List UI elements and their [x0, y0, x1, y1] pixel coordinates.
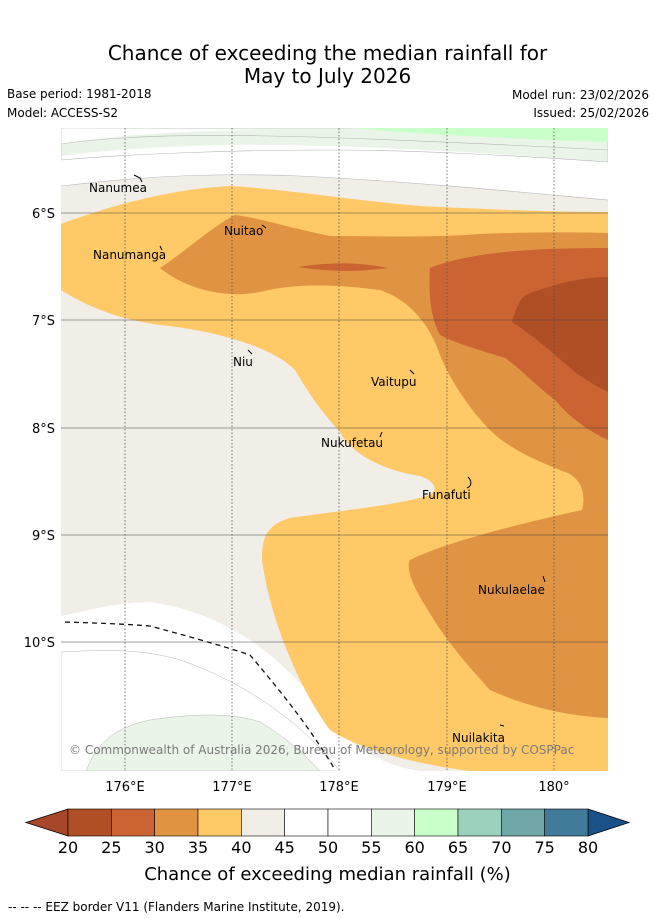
lon-label: 178°E [319, 780, 359, 795]
colorbar-tick-label: 55 [361, 838, 381, 857]
colorbar-under-arrow [24, 808, 69, 837]
place-label-nuitao: Nuitao [224, 224, 263, 238]
contour-20-25 [512, 277, 608, 392]
contour-55-60-south [85, 714, 321, 771]
lon-label: 180° [538, 780, 569, 795]
colorbar-tick-label: 80 [578, 838, 598, 857]
colorbar-swatch [67, 808, 112, 837]
colorbar-swatch [111, 808, 155, 837]
place-labels: Nanumea Nuitao Nanumanga Niu Vaitupu Nuk… [89, 181, 545, 745]
place-label-niu: Niu [233, 355, 253, 369]
lon-label: 177°E [212, 780, 252, 795]
colorbar-tick-label: 30 [144, 838, 164, 857]
place-label-nanumea: Nanumea [89, 181, 147, 195]
colorbar-swatch [371, 808, 415, 837]
colorbar-tick-label: 70 [491, 838, 511, 857]
eez-footnote: -- -- -- EEZ border V11 (Flanders Marine… [8, 900, 345, 914]
contour-55-60-north [61, 128, 608, 162]
place-label-nuilakita: Nuilakita [452, 731, 505, 745]
colorbar-swatch [241, 808, 285, 837]
lat-label: 8°S [32, 422, 55, 437]
colorbar-tick-label: 50 [318, 838, 338, 857]
colorbar-tick-label: 45 [274, 838, 294, 857]
place-label-vaitupu: Vaitupu [371, 375, 417, 389]
colorbar-swatch [414, 808, 459, 837]
chart-title-line2: May to July 2026 [243, 64, 412, 88]
contour-25-30-small [298, 263, 388, 271]
longitude-labels: 176°E 177°E 178°E 179°E 180° [105, 780, 569, 795]
place-label-nukulaelae: Nukulaelae [478, 583, 545, 597]
copyright-notice: © Commonwealth of Australia 2026, Bureau… [69, 743, 574, 757]
rainfall-map: Nanumea Nuitao Nanumanga Niu Vaitupu Nuk… [61, 128, 608, 771]
colorbar-over-arrow [587, 808, 631, 837]
eez-border [64, 621, 335, 769]
colorbar-tick-label: 60 [404, 838, 424, 857]
colorbar-tick-label: 20 [58, 838, 78, 857]
lat-label: 6°S [32, 207, 55, 222]
colorbar-swatch [501, 808, 545, 837]
base-period: Base period: 1981-2018 [7, 87, 152, 101]
place-label-funafuti: Funafuti [422, 488, 471, 502]
lat-label: 10°S [24, 636, 55, 651]
place-label-nanumanga: Nanumanga [93, 248, 166, 262]
issued-date: Issued: 25/02/2026 [533, 106, 649, 120]
map-gridlines [124, 128, 555, 771]
colorbar-swatch [544, 808, 589, 837]
colorbar-tick-label: 25 [101, 838, 121, 857]
colorbar-label: Chance of exceeding median rainfall (%) [144, 864, 511, 885]
colorbar-swatch [457, 808, 502, 837]
lon-label: 179°E [427, 780, 467, 795]
chart-title-line1: Chance of exceeding the median rainfall … [107, 41, 548, 65]
model-run: Model run: 23/02/2026 [511, 88, 649, 102]
latitude-labels: 6°S 7°S 8°S 9°S 10°S [24, 207, 55, 651]
place-label-nukufetau: Nukufetau [321, 436, 383, 450]
colorbar-swatch [154, 808, 199, 837]
colorbar-swatch [327, 808, 372, 837]
colorbar-tick-label: 65 [448, 838, 468, 857]
colorbar-tick-label: 75 [534, 838, 554, 857]
colorbar-tick-label: 35 [188, 838, 208, 857]
lat-label: 9°S [32, 529, 55, 544]
lat-label: 7°S [32, 314, 55, 329]
colorbar-swatch [197, 808, 242, 837]
model-name: Model: ACCESS-S2 [7, 106, 119, 120]
colorbar-swatch [284, 808, 329, 837]
lon-label: 176°E [105, 780, 145, 795]
islands [133, 174, 546, 727]
contour-60-65-north [350, 128, 608, 142]
colorbar: 20 25 30 35 40 45 50 55 60 65 70 75 80 [24, 808, 631, 857]
colorbar-tick-label: 40 [231, 838, 251, 857]
